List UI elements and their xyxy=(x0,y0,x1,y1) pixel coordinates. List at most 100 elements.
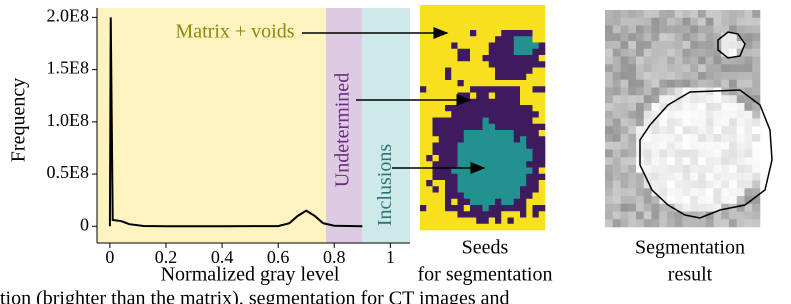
pixel xyxy=(675,196,683,204)
pixel xyxy=(433,136,440,143)
pixel xyxy=(470,186,477,193)
pixel xyxy=(464,224,471,231)
pixel xyxy=(706,111,714,119)
pixel xyxy=(426,74,433,81)
panel-subtitle: for segmentation xyxy=(418,264,553,286)
pixel xyxy=(483,36,490,43)
pixel xyxy=(745,80,753,88)
pixel xyxy=(451,80,458,87)
pixel xyxy=(489,55,496,62)
pixel xyxy=(698,10,706,18)
pixel xyxy=(698,119,706,127)
pixel xyxy=(420,105,427,112)
pixel xyxy=(501,111,508,118)
pixel xyxy=(683,181,691,189)
pixel xyxy=(613,142,621,150)
pixel xyxy=(539,111,546,118)
pixel xyxy=(690,181,698,189)
pixel xyxy=(501,130,508,137)
pixel xyxy=(495,11,502,18)
pixel xyxy=(445,105,452,112)
pixel xyxy=(737,18,745,26)
pixel xyxy=(752,57,760,65)
pixel xyxy=(721,18,729,26)
pixel xyxy=(514,130,521,137)
pixel xyxy=(533,80,540,87)
pixel xyxy=(621,26,629,34)
pixel xyxy=(526,99,533,106)
pixel xyxy=(683,196,691,204)
pixel xyxy=(539,211,546,218)
pixel xyxy=(644,188,652,196)
x-tick-label: 0 xyxy=(105,247,114,267)
pixel xyxy=(451,199,458,206)
pixel xyxy=(464,155,471,162)
pixel xyxy=(445,18,452,25)
pixel xyxy=(539,224,546,231)
pixel xyxy=(433,105,440,112)
pixel xyxy=(495,80,502,87)
pixel xyxy=(526,211,533,218)
pixel xyxy=(470,124,477,131)
pixel xyxy=(420,24,427,31)
pixel xyxy=(605,134,613,142)
pixel xyxy=(526,11,533,18)
pixel xyxy=(426,193,433,200)
pixel xyxy=(539,199,546,206)
pixel xyxy=(721,157,729,165)
pixel xyxy=(745,126,753,134)
pixel xyxy=(495,218,502,225)
pixel xyxy=(533,180,540,187)
pixel xyxy=(533,186,540,193)
pixel xyxy=(714,165,722,173)
pixel xyxy=(659,119,667,127)
pixel xyxy=(745,157,753,165)
pixel xyxy=(721,173,729,181)
pixel xyxy=(659,57,667,65)
pixel xyxy=(752,10,760,18)
pixel xyxy=(445,55,452,62)
pixel xyxy=(433,124,440,131)
panel-title: Seeds xyxy=(462,237,509,259)
pixel xyxy=(451,218,458,225)
pixel xyxy=(433,180,440,187)
pixel xyxy=(621,10,629,18)
pixel xyxy=(539,86,546,93)
pixel xyxy=(520,136,527,143)
pixel xyxy=(483,86,490,93)
pixel xyxy=(470,118,477,125)
pixel xyxy=(514,80,521,87)
pixel xyxy=(495,61,502,68)
pixel xyxy=(458,68,465,75)
pixel xyxy=(514,111,521,118)
pixel xyxy=(621,64,629,72)
pixel xyxy=(508,99,515,106)
pixel xyxy=(501,174,508,181)
pixel xyxy=(613,80,621,88)
pixel xyxy=(683,188,691,196)
pixel xyxy=(426,93,433,100)
pixel xyxy=(433,161,440,168)
pixel xyxy=(613,196,621,204)
pixel xyxy=(476,68,483,75)
pixel xyxy=(644,212,652,220)
pixel xyxy=(470,36,477,43)
pixel xyxy=(745,119,753,127)
pixel xyxy=(420,86,427,93)
pixel xyxy=(652,49,660,57)
pixel xyxy=(520,80,527,87)
pixel xyxy=(433,224,440,231)
pixel xyxy=(539,186,546,193)
pixel xyxy=(737,64,745,72)
pixel xyxy=(520,74,527,81)
pixel xyxy=(520,143,527,150)
pixel xyxy=(520,36,527,43)
pixel xyxy=(621,188,629,196)
pixel xyxy=(628,80,636,88)
pixel xyxy=(501,36,508,43)
pixel xyxy=(745,181,753,189)
region-label: Inclusions xyxy=(374,144,396,226)
pixel xyxy=(737,173,745,181)
pixel xyxy=(613,41,621,49)
pixel xyxy=(514,49,521,56)
